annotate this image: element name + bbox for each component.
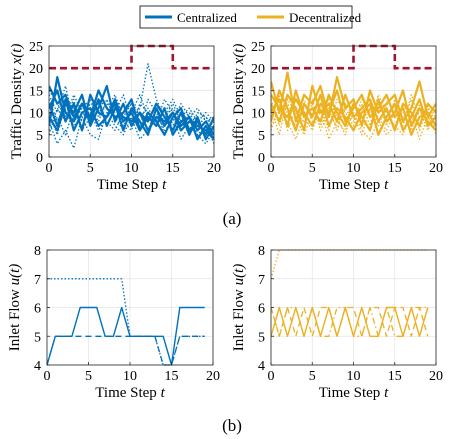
- series-line: [49, 98, 214, 135]
- series-line: [47, 306, 205, 366]
- y-axis-label-var: u(t): [7, 264, 23, 286]
- x-axis-label-var: t: [161, 385, 166, 401]
- x-tick-label: 20: [207, 161, 221, 176]
- y-axis-label-var: x(t): [9, 44, 25, 66]
- x-axis-label: Time Step t: [95, 385, 165, 401]
- x-axis-label: Time Step t: [97, 177, 167, 193]
- x-tick-label: 5: [309, 369, 316, 384]
- series-line: [271, 98, 436, 136]
- series-line: [49, 107, 214, 149]
- x-tick-label: 15: [388, 161, 402, 176]
- y-axis-label-var: u(t): [231, 264, 247, 286]
- legend-box: [139, 5, 353, 29]
- x-axis-label-text: Time Step: [95, 385, 160, 401]
- panel-a-right: 0 5 10 15 20 0 5 10 15 20 25 Time Step t Traffic Den…: [231, 40, 443, 193]
- series-line: [271, 94, 436, 136]
- x-tick-label: 5: [85, 369, 92, 384]
- y-tick-label: 15: [29, 84, 43, 99]
- y-tick-label: 20: [251, 62, 265, 77]
- y-axis-label-text: Inlet Flow: [231, 285, 247, 351]
- x-tick-label: 10: [347, 369, 361, 384]
- series-line: [49, 75, 214, 136]
- legend-label-decentralized: Decentralized: [289, 10, 362, 25]
- y-axis-label-text: Inlet Flow: [7, 285, 23, 351]
- x-axis-label: Time Step t: [319, 385, 389, 401]
- x-tick-label: 0: [268, 369, 275, 384]
- y-tick-label: 4: [34, 359, 41, 374]
- series-line: [271, 306, 429, 337]
- y-tick-label: 5: [258, 129, 265, 144]
- legend: Centralized Decentralized: [139, 5, 362, 29]
- panel-b-right: 0 5 10 15 20 4 5 6 7 8 Time Step t Inlet Flow u(t): [231, 244, 443, 401]
- y-tick-label: 10: [251, 107, 265, 122]
- series-line: [47, 278, 205, 366]
- x-tick-label: 20: [429, 161, 443, 176]
- y-axis-label: Inlet Flow u(t): [231, 264, 247, 352]
- panel-b-left: 0 5 10 15 20 4 5 6 7 8 Time Step t Inlet Flow u(t): [7, 244, 220, 401]
- y-tick-label: 5: [34, 330, 41, 345]
- x-tick-label: 15: [165, 369, 179, 384]
- x-axis-label-text: Time Step: [319, 177, 384, 193]
- series-line: [49, 90, 214, 123]
- series-group: [49, 44, 214, 149]
- panel-a-left: 0 5 10 15 20 0 5 10 15 20 25 Time Step t Traffic Den…: [9, 40, 221, 193]
- y-tick-label: 10: [29, 107, 43, 122]
- x-axis-label-var: t: [384, 177, 389, 193]
- series-line: [271, 94, 436, 136]
- series-line: [47, 335, 205, 366]
- x-tick-label: 5: [309, 161, 316, 176]
- y-tick-label: 20: [29, 62, 43, 77]
- y-axis-label: Traffic Density x(t): [231, 44, 247, 160]
- series-line: [49, 98, 214, 132]
- y-tick-label: 25: [251, 40, 265, 55]
- series-group: [47, 278, 205, 366]
- series-group: [271, 249, 429, 337]
- x-tick-label: 15: [166, 161, 180, 176]
- x-axis-label-var: t: [384, 385, 389, 401]
- y-tick-label: 4: [258, 359, 265, 374]
- y-tick-label: 5: [258, 330, 265, 345]
- y-axis-label-text: Traffic Density: [231, 64, 247, 159]
- y-tick-label: 0: [258, 151, 265, 166]
- series-line: [271, 249, 428, 279]
- x-tick-label: 10: [123, 369, 137, 384]
- x-tick-label: 0: [268, 161, 275, 176]
- y-axis-label-text: Traffic Density: [9, 64, 25, 159]
- x-tick-label: 20: [429, 369, 443, 384]
- x-tick-label: 20: [206, 369, 220, 384]
- series-line: [49, 63, 214, 131]
- series-line: [271, 306, 428, 337]
- x-tick-label: 10: [125, 161, 139, 176]
- caption-a: (a): [223, 209, 242, 228]
- x-axis-label: Time Step t: [319, 177, 389, 193]
- y-axis-label: Inlet Flow u(t): [7, 264, 23, 352]
- legend-label-centralized: Centralized: [177, 10, 237, 25]
- y-tick-label: 0: [36, 151, 43, 166]
- series-line: [49, 98, 214, 144]
- y-tick-label: 25: [29, 40, 43, 55]
- series-line: [271, 107, 436, 140]
- y-tick-label: 7: [258, 273, 265, 288]
- x-axis-label-text: Time Step: [319, 385, 384, 401]
- y-tick-label: 6: [258, 302, 265, 317]
- y-tick-label: 8: [34, 244, 41, 259]
- y-tick-label: 15: [251, 84, 265, 99]
- caption-b: (b): [222, 416, 242, 435]
- y-tick-label: 6: [34, 302, 41, 317]
- y-axis-label-var: x(t): [231, 44, 247, 66]
- x-tick-label: 0: [44, 369, 51, 384]
- y-tick-label: 8: [258, 244, 265, 259]
- y-tick-label: 7: [34, 273, 41, 288]
- x-axis-label-var: t: [162, 177, 167, 193]
- y-axis-label: Traffic Density x(t): [9, 44, 25, 160]
- x-tick-label: 10: [347, 161, 361, 176]
- y-tick-label: 5: [36, 129, 43, 144]
- series-line: [49, 98, 214, 141]
- x-axis-label-text: Time Step: [97, 177, 162, 193]
- x-tick-label: 0: [46, 161, 53, 176]
- x-tick-label: 15: [388, 369, 402, 384]
- x-tick-label: 5: [87, 161, 94, 176]
